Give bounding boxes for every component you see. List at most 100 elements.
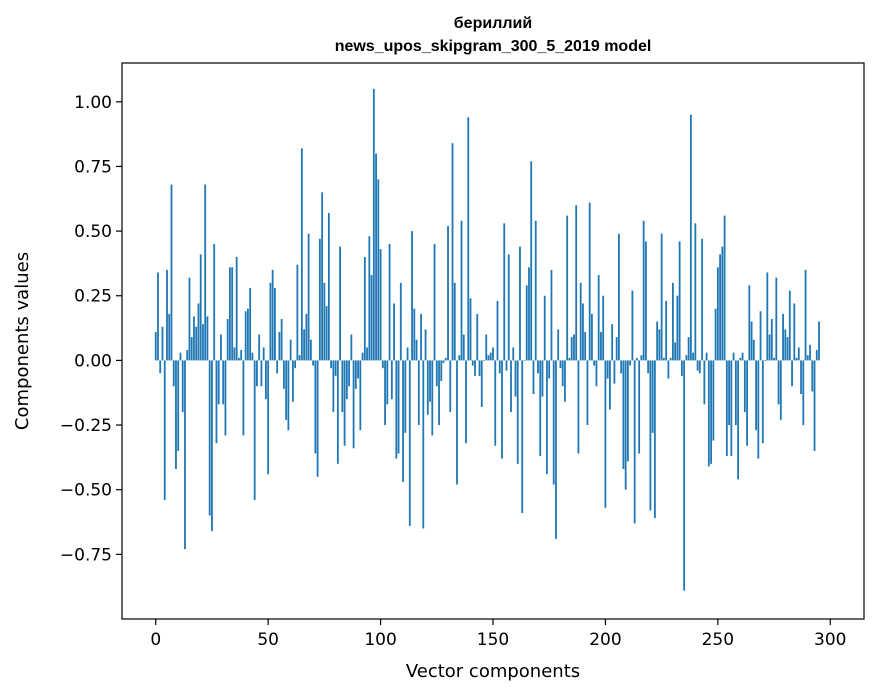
y-axis-label: Components values <box>12 252 33 430</box>
bar-156 <box>505 360 508 371</box>
bar-8 <box>172 360 175 387</box>
bar-65 <box>300 148 303 361</box>
bar-18 <box>195 326 198 361</box>
bar-42 <box>249 287 252 361</box>
bar-110 <box>402 360 404 482</box>
bar-11 <box>179 352 182 361</box>
bar-215 <box>638 360 641 454</box>
bar-134 <box>456 360 458 485</box>
bar-246 <box>707 360 710 467</box>
bar-291 <box>809 344 811 361</box>
bar-20 <box>199 254 202 361</box>
bar-261 <box>741 352 744 361</box>
bar-46 <box>258 334 261 361</box>
bar-132 <box>451 143 454 361</box>
bar-154 <box>501 360 503 459</box>
bar-151 <box>494 360 497 446</box>
bar-145 <box>480 360 483 407</box>
bar-283 <box>791 360 793 387</box>
bar-79 <box>332 360 335 413</box>
bar-227 <box>665 300 668 361</box>
bar-201 <box>606 360 609 379</box>
bar-225 <box>660 233 663 361</box>
bar-159 <box>512 347 515 361</box>
bar-143 <box>476 313 479 361</box>
bar-117 <box>417 360 420 426</box>
bar-161 <box>516 360 519 464</box>
bar-67 <box>305 313 308 361</box>
bar-126 <box>438 360 440 426</box>
bar-12 <box>181 360 184 413</box>
bar-177 <box>552 360 555 485</box>
bar-190 <box>582 303 584 361</box>
bar-167 <box>530 161 533 361</box>
bar-259 <box>737 360 739 480</box>
bar-55 <box>278 331 281 361</box>
bar-258 <box>734 360 737 426</box>
bar-113 <box>408 360 411 526</box>
bar-180 <box>559 360 562 369</box>
bar-238 <box>689 114 692 361</box>
y-tick-label-1: −0.50 <box>60 481 112 501</box>
bar-136 <box>460 220 463 361</box>
bar-87 <box>350 334 353 361</box>
bar-19 <box>197 303 200 361</box>
bar-275 <box>773 357 775 361</box>
bar-146 <box>483 360 485 361</box>
bar-262 <box>743 360 746 413</box>
bar-26 <box>213 244 216 361</box>
bar-30 <box>222 360 225 405</box>
bar-108 <box>397 360 400 454</box>
bar-93 <box>363 256 366 361</box>
bar-114 <box>411 231 413 361</box>
bar-210 <box>627 360 629 462</box>
bar-163 <box>521 360 524 513</box>
bar-14 <box>186 350 189 361</box>
bar-148 <box>487 355 490 361</box>
bar-234 <box>680 360 683 376</box>
bar-73 <box>318 238 321 361</box>
bar-209 <box>624 360 627 490</box>
bar-292 <box>811 360 814 392</box>
bar-75 <box>323 282 326 361</box>
bar-58 <box>285 360 288 420</box>
bar-286 <box>797 347 800 361</box>
bar-60 <box>289 339 292 361</box>
x-tick-label-250: 250 <box>702 630 734 650</box>
bar-96 <box>370 275 373 361</box>
bar-63 <box>296 264 299 361</box>
bar-185 <box>570 337 573 361</box>
bar-271 <box>764 360 766 361</box>
bar-9 <box>175 360 177 470</box>
bar-173 <box>543 295 546 361</box>
bar-279 <box>782 313 784 361</box>
bar-244 <box>703 360 706 405</box>
bar-36 <box>235 256 238 361</box>
bar-140 <box>469 298 472 361</box>
bar-38 <box>240 350 243 361</box>
bar-181 <box>561 360 564 387</box>
bar-127 <box>440 360 443 382</box>
bar-188 <box>577 360 580 454</box>
bar-236 <box>685 355 688 361</box>
bar-138 <box>465 360 467 444</box>
bar-150 <box>492 347 494 361</box>
bar-47 <box>260 360 263 387</box>
bar-250 <box>716 267 719 361</box>
bar-92 <box>361 352 364 361</box>
bar-198 <box>600 331 602 361</box>
bar-103 <box>386 360 389 405</box>
bar-195 <box>593 360 596 366</box>
bar-237 <box>687 337 690 361</box>
bar-71 <box>314 360 317 454</box>
bar-251 <box>719 254 721 361</box>
bar-0 <box>154 331 157 361</box>
bar-285 <box>795 357 798 361</box>
plot-area-frame <box>121 62 865 620</box>
bar-59 <box>287 360 290 431</box>
bar-231 <box>674 342 677 361</box>
y-tick-label-7: 1.00 <box>74 93 112 113</box>
bar-207 <box>620 360 623 374</box>
bar-288 <box>802 360 805 426</box>
bar-106 <box>393 303 395 361</box>
